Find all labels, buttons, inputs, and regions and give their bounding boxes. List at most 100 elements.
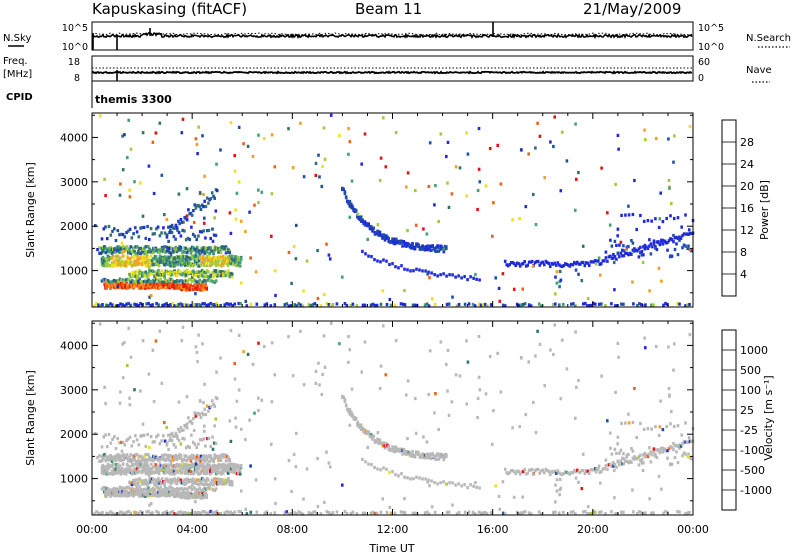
velocity-cell	[121, 376, 125, 380]
power-cell	[687, 228, 691, 232]
power-cell	[185, 214, 189, 218]
velocity-cell	[131, 464, 135, 468]
velocity-cell	[474, 481, 477, 485]
velocity-cell	[133, 388, 136, 392]
power-cell	[670, 254, 674, 258]
power-cell	[521, 261, 525, 266]
power-cell	[400, 264, 403, 268]
power-cell	[99, 304, 102, 308]
power-cell	[207, 228, 211, 232]
velocity-cell	[145, 488, 149, 492]
velocity-cell	[395, 445, 398, 449]
velocity-cell	[270, 442, 273, 446]
power-cell	[158, 271, 161, 275]
power-cell	[639, 213, 642, 218]
velocity-cell	[111, 488, 114, 492]
velocity-cell	[309, 512, 313, 516]
power-cell	[659, 191, 662, 195]
power-cell	[664, 301, 667, 306]
velocity-cell	[491, 442, 494, 446]
power-cell	[341, 275, 344, 279]
velocity-cell	[150, 488, 153, 492]
velocity-cell	[227, 510, 230, 514]
velocity-cell	[154, 485, 158, 489]
power-cell	[157, 264, 161, 268]
velocity-cell	[428, 484, 431, 488]
power-cell	[120, 258, 124, 262]
velocity-cell	[649, 450, 653, 454]
velocity-cell	[139, 434, 142, 438]
y-tick-label: 3000	[60, 384, 88, 397]
power-colorbar-label: Power [dB]	[758, 180, 771, 240]
power-cell	[598, 302, 601, 306]
power-cell	[123, 280, 126, 284]
velocity-cell	[348, 407, 352, 412]
power-cell	[135, 303, 138, 307]
power-cell	[263, 137, 266, 141]
velocity-cell	[363, 428, 367, 432]
velocity-cell	[194, 467, 198, 471]
velocity-cell	[549, 348, 552, 352]
power-cell	[130, 275, 134, 279]
power-cell	[447, 205, 451, 209]
velocity-cell	[379, 510, 383, 514]
velocity-cell	[95, 510, 98, 514]
velocity-cell	[371, 510, 375, 514]
velocity-cell	[562, 472, 566, 476]
velocity-cell	[104, 489, 107, 493]
power-cell	[328, 257, 332, 261]
velocity-cell	[175, 490, 178, 494]
power-cell	[646, 219, 650, 223]
power-cell	[229, 259, 233, 263]
x-tick-label: 16:00	[477, 523, 509, 536]
power-cell	[660, 240, 663, 244]
velocity-cell	[403, 497, 406, 501]
velocity-cell	[140, 471, 144, 475]
velocity-cell	[435, 457, 438, 461]
power-cell	[195, 280, 198, 284]
power-cell	[289, 304, 293, 308]
power-cell	[150, 280, 153, 284]
power-cell	[196, 280, 200, 284]
power-cell	[95, 302, 98, 306]
power-cell	[196, 152, 199, 156]
velocity-cell	[597, 467, 600, 471]
velocity-cell	[654, 454, 657, 458]
velocity-cell	[685, 440, 689, 444]
power-cell	[121, 232, 125, 237]
power-cell	[383, 238, 387, 242]
velocity-cell	[155, 510, 158, 514]
power-cell	[214, 279, 218, 283]
velocity-cell	[295, 431, 298, 435]
power-cell	[414, 223, 418, 227]
power-cell	[673, 134, 676, 138]
power-cell	[168, 230, 171, 235]
velocity-cell	[160, 439, 163, 443]
velocity-cell	[621, 456, 624, 460]
velocity-cell	[145, 468, 149, 472]
power-cell	[140, 254, 144, 258]
velocity-cell	[149, 494, 152, 498]
velocity-cell	[406, 379, 410, 383]
power-cell	[161, 303, 164, 307]
power-cell	[559, 278, 563, 282]
velocity-cell	[249, 464, 252, 468]
power-cell	[121, 303, 124, 307]
power-cell	[613, 239, 617, 243]
velocity-cell	[673, 455, 677, 460]
power-cell	[297, 302, 301, 306]
velocity-cell	[210, 399, 214, 403]
power-cell	[661, 220, 665, 224]
velocity-cell	[126, 464, 130, 468]
velocity-cell	[343, 398, 347, 402]
velocity-cell	[359, 423, 363, 427]
velocity-cell	[152, 477, 155, 482]
power-cell	[665, 216, 668, 221]
power-cell	[219, 255, 223, 259]
velocity-cell	[433, 411, 436, 415]
power-cell	[614, 182, 617, 186]
power-cell	[137, 303, 140, 308]
power-cell	[667, 137, 670, 141]
velocity-cell	[147, 453, 150, 457]
velocity-cell	[105, 511, 108, 515]
